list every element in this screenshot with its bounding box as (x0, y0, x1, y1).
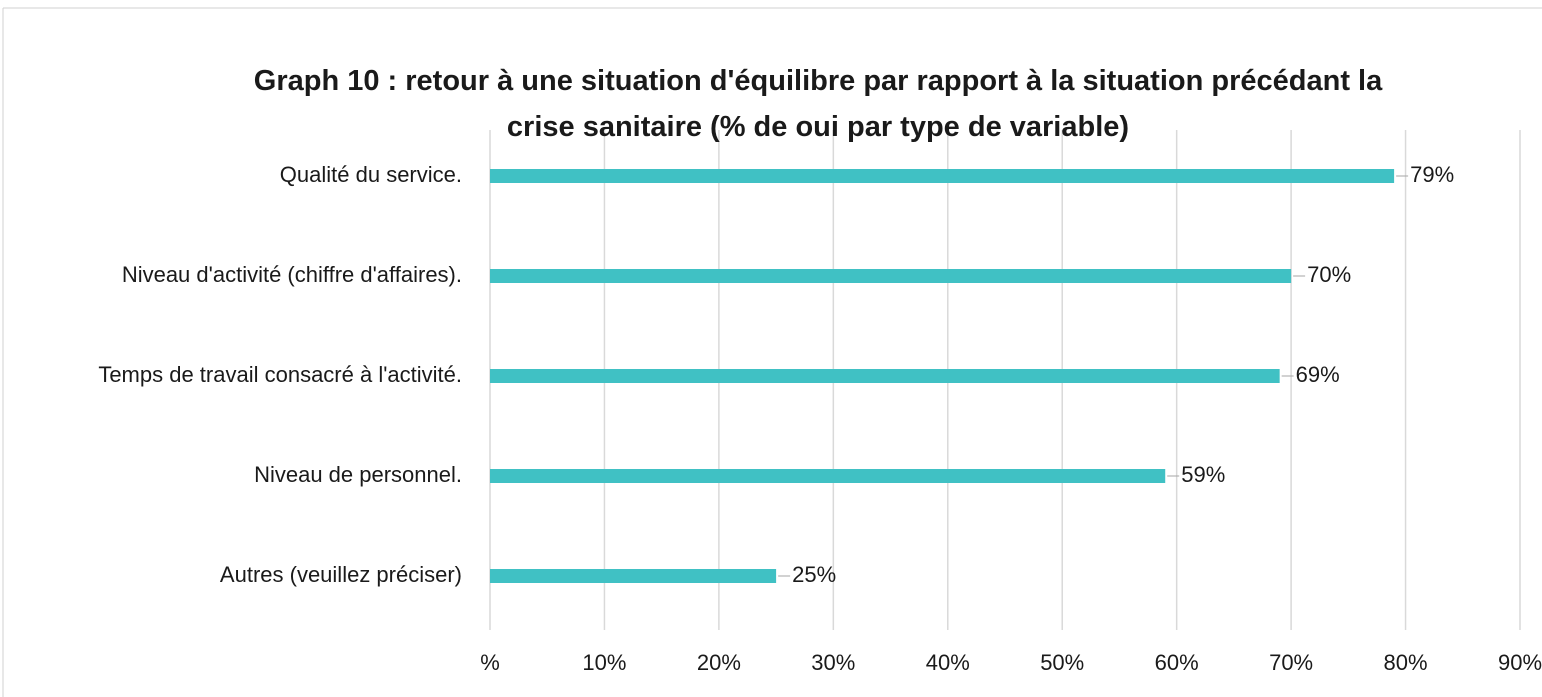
x-tick-label: 40% (926, 650, 970, 675)
x-tick-label: 10% (582, 650, 626, 675)
bar (490, 169, 1395, 183)
x-tick-label: 20% (697, 650, 741, 675)
value-label: 79% (1410, 162, 1454, 187)
x-tick-label: 50% (1040, 650, 1084, 675)
y-tick-label: Temps de travail consacré à l'activité. (98, 362, 462, 387)
x-tick-label: 30% (811, 650, 855, 675)
bar (490, 569, 777, 583)
x-tick-label: 90% (1498, 650, 1542, 675)
value-label: 70% (1307, 262, 1351, 287)
x-tick-label: 80% (1384, 650, 1428, 675)
value-label: 25% (792, 562, 836, 587)
bar (490, 269, 1292, 283)
y-tick-label: Autres (veuillez préciser) (220, 562, 462, 587)
y-tick-label: Niveau d'activité (chiffre d'affaires). (122, 262, 462, 287)
y-tick-label: Niveau de personnel. (254, 462, 462, 487)
bar (490, 369, 1280, 383)
value-label: 69% (1296, 362, 1340, 387)
y-tick-label: Qualité du service. (280, 162, 462, 187)
value-label: 59% (1181, 462, 1225, 487)
bar (490, 469, 1166, 483)
x-tick-label: 60% (1155, 650, 1199, 675)
x-tick-label: % (480, 650, 500, 675)
chart-title: Graph 10 : retour à une situation d'équi… (253, 65, 1383, 143)
x-tick-label: 70% (1269, 650, 1313, 675)
